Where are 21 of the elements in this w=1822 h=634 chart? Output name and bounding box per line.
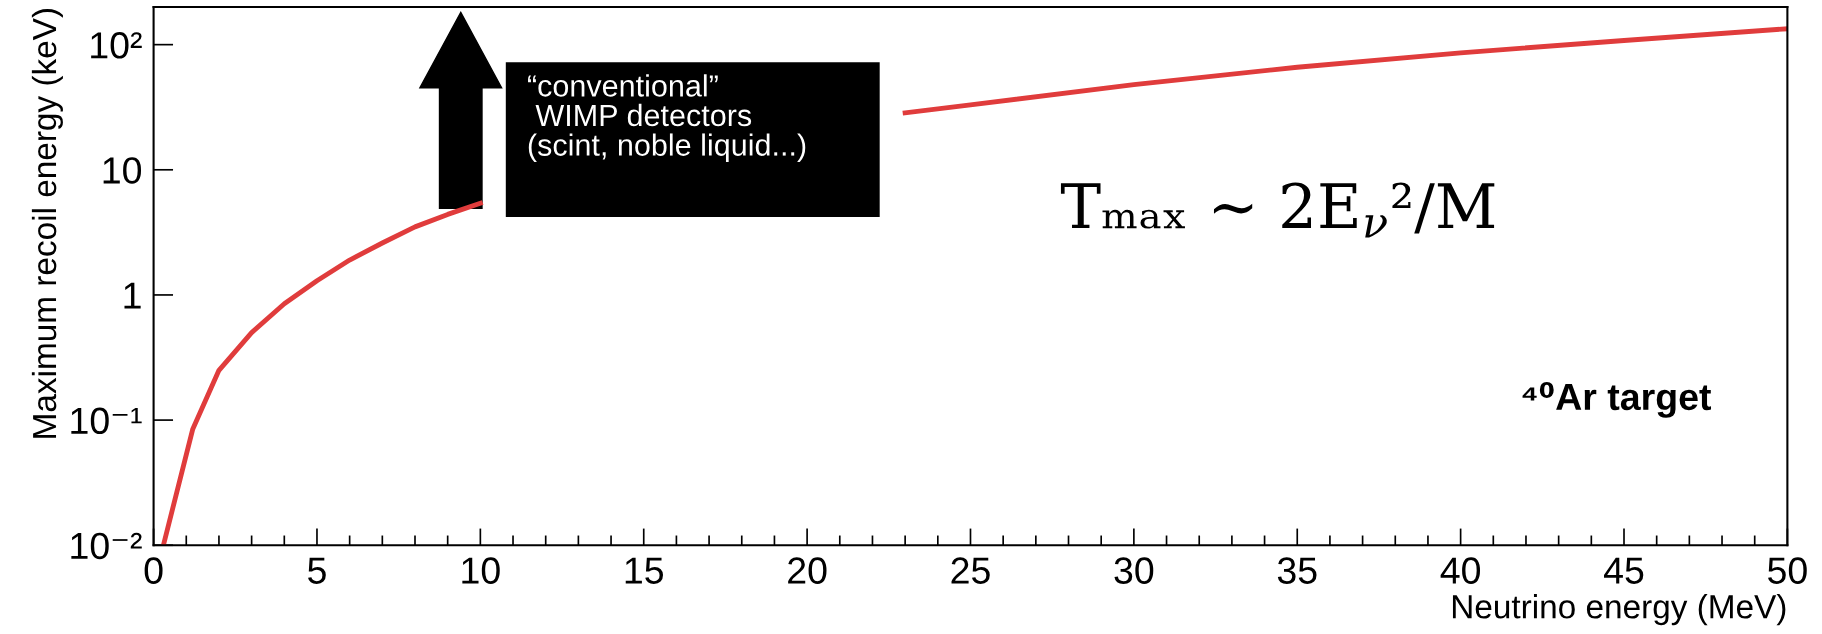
x-tick-label: 20: [788, 557, 827, 584]
annotation: ⁴⁰Ar target: [1522, 382, 1711, 418]
x-tick-label: 50: [1768, 557, 1807, 584]
x-tick-label: 25: [951, 557, 990, 584]
x-tick-label: 0: [144, 557, 163, 584]
x-tick-label: 35: [1277, 557, 1317, 584]
y-tick-label: 10⁻²: [71, 532, 142, 560]
y-tick-label: 1: [124, 282, 141, 309]
x-tick-label: 10: [462, 557, 500, 584]
y-axis-title: Maximum recoil energy (keV): [31, 9, 63, 438]
x-tick-label: 45: [1604, 557, 1644, 584]
x-tick-label: 40: [1440, 557, 1481, 584]
annotation: “conventional” WIMP detectors (scint, noble liquid...): [528, 74, 806, 162]
y-tick-label: 10: [103, 157, 142, 184]
y-tick-label: 10²: [91, 32, 142, 59]
x-tick-label: 5: [308, 557, 326, 584]
x-axis-title: Neutrino energy (MeV): [1452, 594, 1786, 626]
x-tick-label: 30: [1114, 557, 1154, 584]
annotation: Tₘₐₓ ∼ 2E$_{ν}$²/M: [1060, 182, 1495, 238]
y-tick-label: 10⁻¹: [71, 407, 142, 435]
x-tick-label: 15: [625, 557, 664, 584]
